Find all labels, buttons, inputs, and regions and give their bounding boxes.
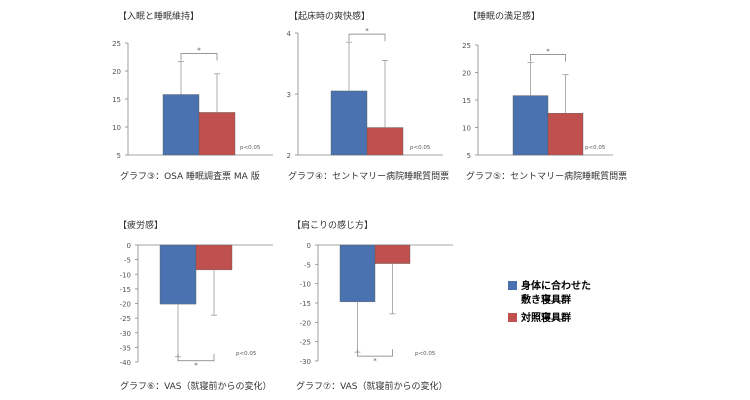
significance-star: * [194,362,198,370]
bar-group1 [330,90,368,156]
y-tick-label: -35 [120,344,131,352]
chart-7: 【肩こりの感じ方】グラフ⑦：VAS（就寝前からの変化） 0 -5 -10 -15 -20 -… [292,219,453,392]
y-tick-label: 4 [287,30,292,38]
significance-bracket [180,53,218,61]
chart-6: 【疲労感】グラフ⑥：VAS（就寝前からの変化） 0 -5 -10 -15 -20 -25 -3… [118,219,273,392]
significance-star: * [365,27,369,35]
bar-group2 [198,112,236,156]
y-tick-label: 10 [462,125,471,133]
y-tick-label: 3 [287,91,291,99]
significance-bracket [530,54,566,62]
y-tick-label: 15 [112,96,121,104]
chart-caption: グラフ③：OSA 睡眠調査票 MA 版 [120,170,260,182]
chart-title: 【睡眠の満足感】 [468,10,540,22]
bar-group2 [195,244,233,271]
significance-star: * [546,48,550,56]
y-tick-label: 0 [307,242,311,250]
y-tick-label: 5 [117,152,121,160]
chart-title: 【入眠と睡眠維持】 [118,10,199,22]
y-tick-label: 0 [127,242,131,250]
legend-swatch-group1 [508,281,517,290]
y-tick-label: 15 [462,97,471,105]
y-tick-label: 25 [462,42,471,50]
chart-caption: グラフ⑥：VAS（就寝前からの変化） [120,380,272,392]
y-tick-label: 20 [462,70,471,78]
bar-group2 [374,244,411,264]
chart-3: 【入眠と睡眠維持】グラフ③：OSA 睡眠調査票 MA 版 5 10 15 20 25 * p<… [112,10,273,182]
y-tick-label: -15 [300,300,311,308]
chart-title: 【起床時の爽快感】 [289,10,370,22]
significance-bracket [177,353,215,362]
chart-caption: グラフ④：セントマリー病院睡眠質問票 [288,170,449,182]
y-tick-label: -15 [120,286,131,294]
chart-5: 【睡眠の満足感】グラフ⑤：セントマリー病院睡眠質問票 5 10 15 20 25 * p<0.… [462,10,627,182]
y-tick-label: -40 [120,359,131,367]
p-value-label: p<0.05 [415,351,436,357]
y-tick-label: -10 [300,281,311,289]
chart-4: 【起床時の爽快感】グラフ④：セントマリー病院睡眠質問票 2 3 4 * p<0.05 [287,10,450,182]
y-tick-label: -10 [120,271,131,279]
y-tick-label: -20 [300,319,311,327]
y-tick-label: 2 [287,152,291,160]
bar-group1 [512,95,549,156]
bar-group1 [162,94,200,156]
legend: 身体に合わせた 敷き寝具群 対照寝具群 [508,279,591,324]
bar-group2 [366,127,404,156]
legend-label-group2: 対照寝具群 [520,311,571,324]
y-tick-label: -20 [120,301,131,309]
y-tick-label: -30 [300,358,311,366]
legend-label-group1-line2: 敷き寝具群 [521,293,571,306]
chart-caption: グラフ⑤：セントマリー病院睡眠質問票 [466,170,627,182]
significance-star: * [197,46,201,54]
y-tick-label: 20 [112,68,121,76]
y-tick-label: 25 [112,40,121,48]
p-value-label: p<0.05 [410,145,431,151]
y-tick-label: -30 [120,330,131,338]
legend-label-group1-line1: 身体に合わせた [521,279,591,292]
y-tick-label: -25 [120,315,131,323]
significance-bracket [348,33,386,42]
y-tick-label: -5 [304,261,311,269]
chart-title: 【肩こりの感じ方】 [292,219,373,231]
y-tick-label: 5 [467,152,471,160]
chart-title: 【疲労感】 [118,219,163,231]
y-tick-label: -25 [300,339,311,347]
p-value-label: p<0.05 [236,351,257,357]
legend-swatch-group2 [508,313,517,322]
bar-group1 [339,244,376,303]
bar-group1 [159,244,197,305]
y-tick-label: 10 [112,124,121,132]
y-tick-label: -5 [124,257,131,265]
significance-star: * [373,357,377,365]
p-value-label: p<0.05 [585,145,606,151]
p-value-label: p<0.05 [240,145,261,151]
chart-caption: グラフ⑦：VAS（就寝前からの変化） [296,380,448,392]
significance-bracket [357,349,393,357]
bar-group2 [547,112,584,156]
